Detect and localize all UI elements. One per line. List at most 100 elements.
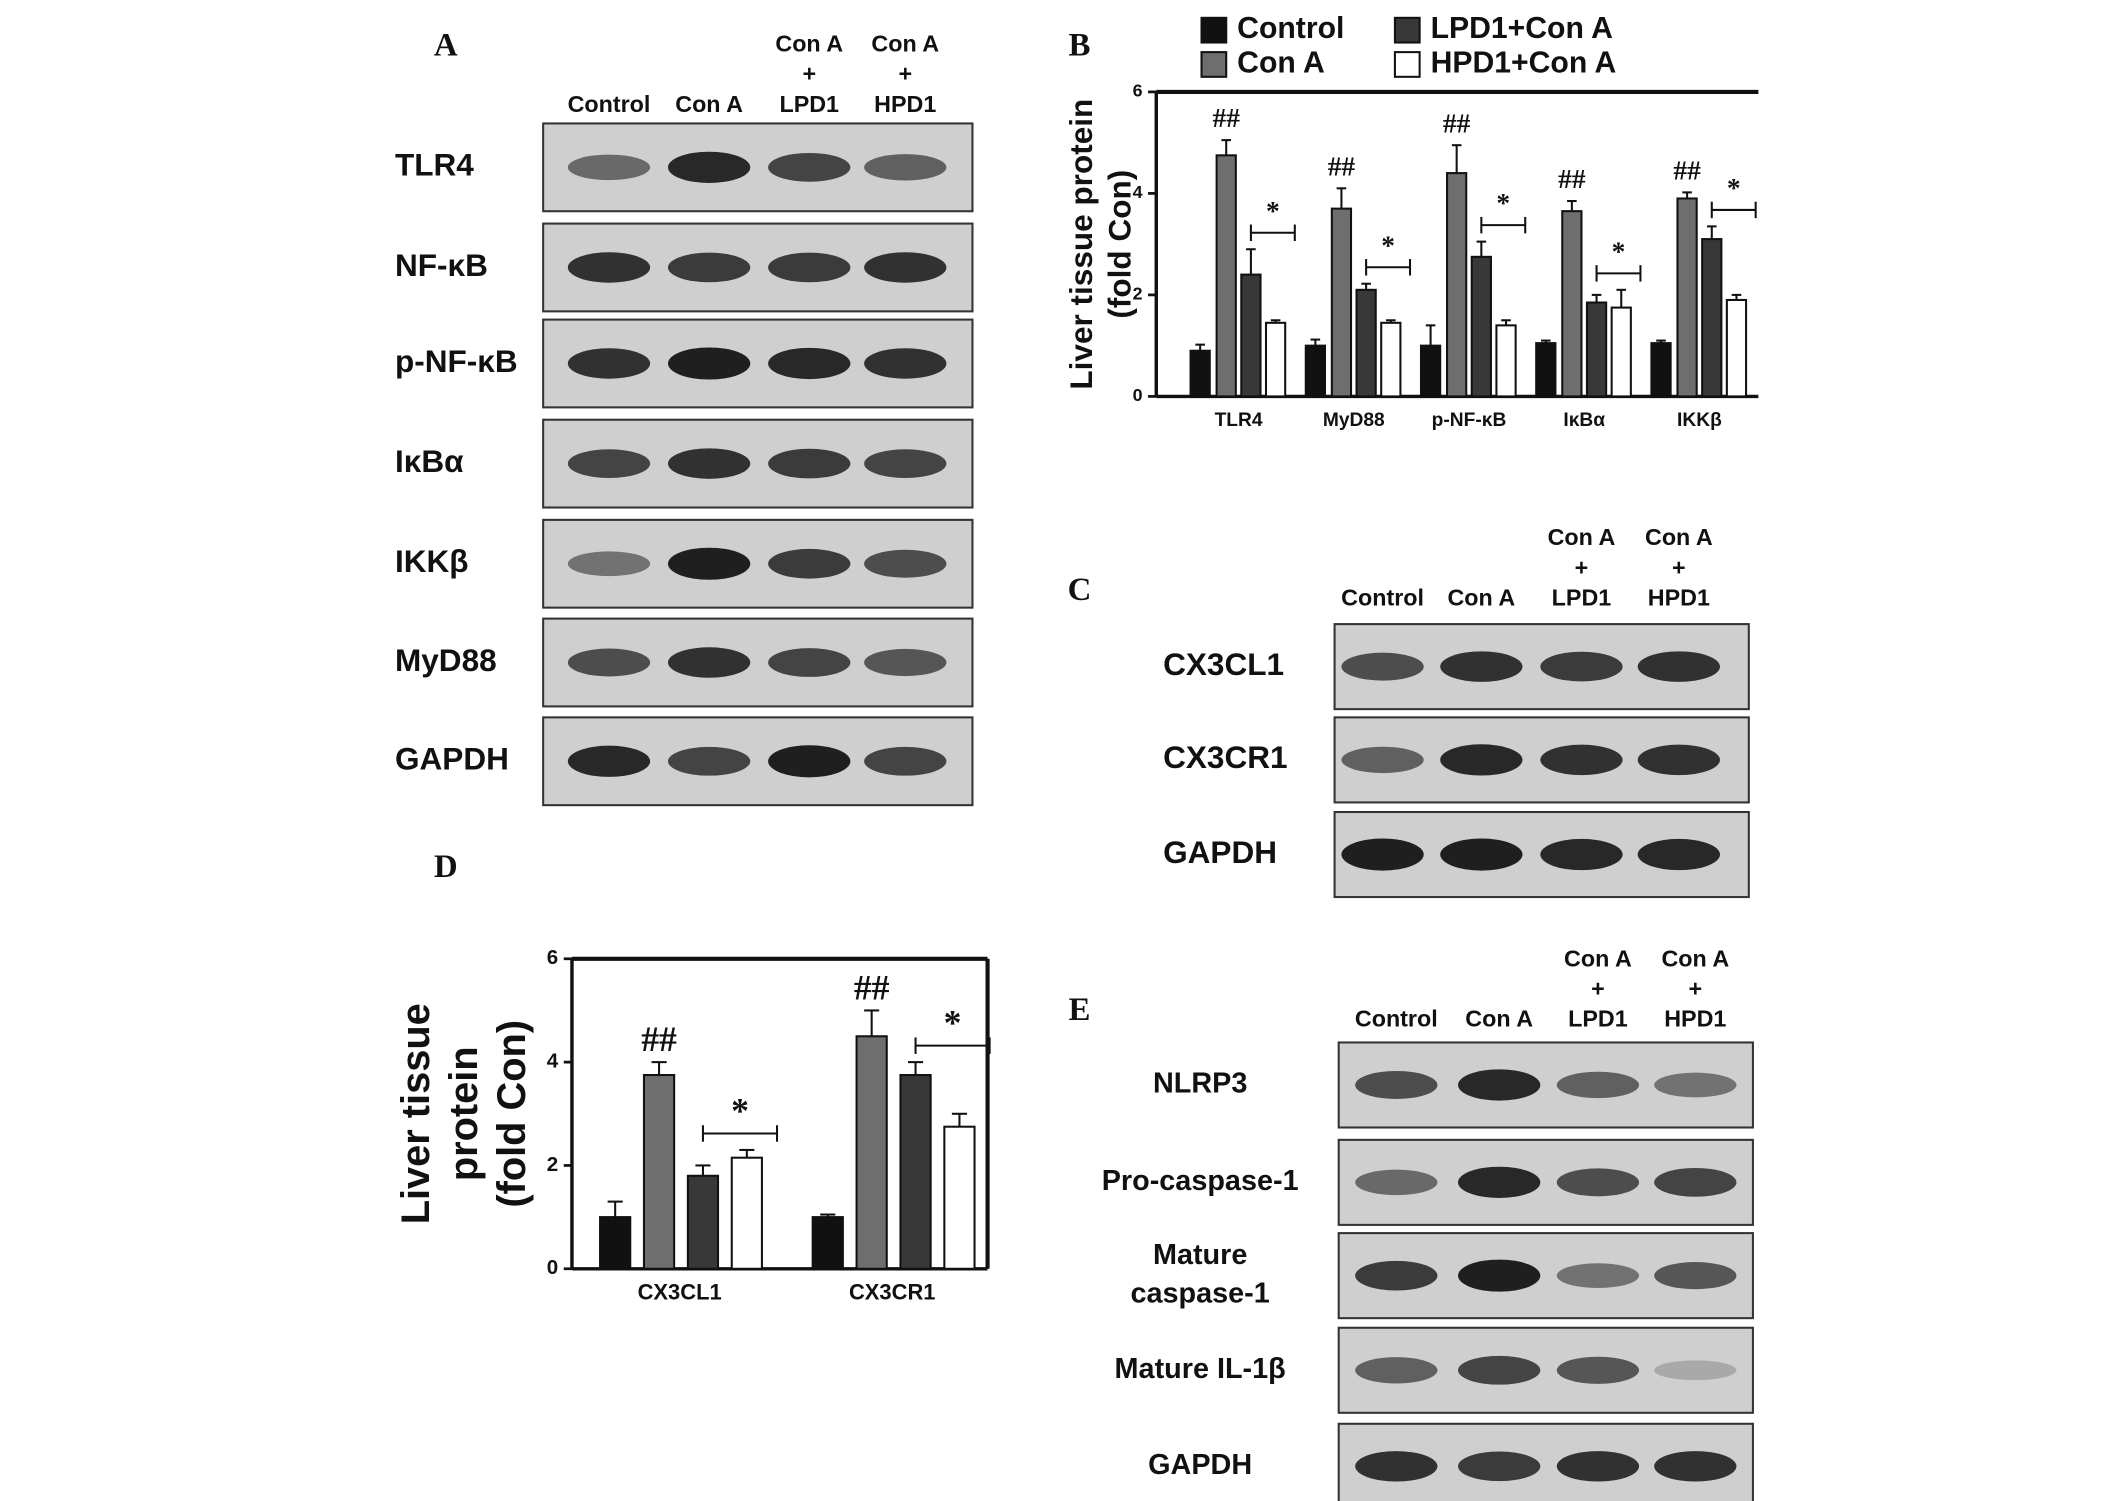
lane-label: Control	[1355, 1006, 1438, 1032]
bar	[1419, 344, 1442, 398]
blot-band	[1556, 1356, 1640, 1384]
blot-band	[667, 448, 751, 479]
bar	[855, 1035, 888, 1270]
bar	[686, 1174, 720, 1270]
bar	[1304, 344, 1327, 398]
lane-label: +	[1672, 554, 1686, 580]
significance-hash: ##	[1673, 155, 1701, 185]
bar	[1610, 306, 1632, 398]
blot-band	[1556, 1071, 1640, 1099]
lane-label: Control	[1341, 585, 1424, 611]
blot-band	[1654, 1262, 1737, 1290]
legend-swatch	[1393, 16, 1421, 44]
y-tick-label: 6	[1133, 81, 1143, 101]
y-axis-label: protein	[442, 1046, 486, 1181]
legend-label: Con A	[1237, 46, 1325, 79]
y-axis-label: (fold Con)	[1101, 170, 1137, 319]
bar	[811, 1216, 844, 1270]
blot-band	[567, 154, 651, 181]
lane-label: Control	[568, 91, 651, 117]
row-label: GAPDH	[1148, 1449, 1252, 1481]
lane-label: +	[1575, 554, 1589, 580]
blot-band	[1341, 838, 1424, 871]
bar	[599, 1216, 632, 1270]
significance-hash: ##	[854, 967, 890, 1007]
blot-band	[768, 152, 851, 182]
blot-band	[1440, 744, 1523, 776]
row-label: GAPDH	[395, 741, 509, 777]
row-label: Mature IL-1β	[1115, 1353, 1286, 1385]
lane-label: Con A	[1465, 1006, 1533, 1032]
y-tick-label: 6	[547, 946, 558, 969]
bar	[1264, 321, 1287, 398]
blot-band	[1654, 1451, 1737, 1482]
x-tick-label: IκBα	[1563, 410, 1605, 431]
bar	[1330, 207, 1353, 398]
bar	[943, 1125, 976, 1270]
x-tick-label: MyD88	[1323, 410, 1385, 431]
lane-label: Con A	[871, 30, 939, 56]
x-tick-label: TLR4	[1215, 410, 1263, 431]
significance-hash: ##	[1328, 151, 1356, 181]
y-tick-label: 2	[547, 1153, 558, 1176]
lane-label: HPD1	[1648, 585, 1710, 611]
significance-star: *	[1727, 173, 1741, 203]
panel-label: A	[434, 28, 458, 64]
blot-band	[1654, 1072, 1737, 1098]
lane-label: Con A	[675, 91, 743, 117]
lane-label: Con A	[1548, 524, 1616, 550]
lane-label: HPD1	[1664, 1006, 1726, 1032]
row-label: IKKβ	[395, 543, 469, 579]
blot-band	[864, 154, 947, 181]
legend-label: Control	[1237, 12, 1344, 45]
blot-band	[1637, 651, 1721, 682]
blot-band	[768, 548, 851, 579]
significance-star: *	[944, 1003, 962, 1043]
bar	[1380, 321, 1402, 398]
blot-band	[1355, 1260, 1438, 1291]
blot-band	[667, 746, 751, 776]
blot-band	[667, 347, 751, 380]
row-label: IκBα	[395, 443, 464, 479]
row-label: caspase-1	[1131, 1277, 1270, 1309]
row-label: NLRP3	[1153, 1068, 1247, 1100]
bar	[1446, 172, 1468, 398]
blot-band	[1440, 838, 1523, 871]
row-label: p-NF-κB	[395, 343, 518, 379]
bar	[1215, 154, 1237, 398]
blot-band	[1556, 1263, 1640, 1288]
panel-label: B	[1068, 28, 1090, 64]
blot-band	[1458, 1069, 1541, 1101]
significance-star: *	[1266, 196, 1280, 226]
blot-band	[768, 448, 851, 479]
row-label: MyD88	[395, 642, 497, 678]
blot-band	[768, 347, 851, 380]
y-tick-label: 0	[1133, 385, 1143, 405]
significance-hash: ##	[641, 1019, 677, 1059]
blot-band	[864, 449, 947, 479]
lane-label: Con A	[1645, 524, 1713, 550]
x-tick-label: p-NF-κB	[1432, 410, 1507, 431]
blot-band	[864, 746, 947, 776]
lane-label: LPD1	[1568, 1006, 1628, 1032]
y-tick-label: 0	[547, 1256, 558, 1279]
blot-band	[1355, 1451, 1438, 1482]
row-label: CX3CL1	[1163, 646, 1284, 682]
blot-band	[567, 348, 651, 379]
significance-star: *	[1381, 230, 1395, 260]
blot-band	[864, 252, 947, 283]
lane-label: LPD1	[779, 91, 839, 117]
lane-label: +	[898, 61, 912, 87]
bar	[1561, 210, 1583, 398]
blot-band	[1556, 1451, 1640, 1482]
blot-band	[1654, 1167, 1737, 1197]
lane-label: LPD1	[1552, 585, 1612, 611]
blot-band	[667, 647, 751, 678]
bar	[899, 1074, 932, 1270]
blot-band	[567, 551, 651, 577]
x-tick-label: CX3CL1	[638, 1279, 722, 1304]
lane-label: Con A	[1661, 945, 1729, 971]
bar	[1701, 238, 1723, 398]
